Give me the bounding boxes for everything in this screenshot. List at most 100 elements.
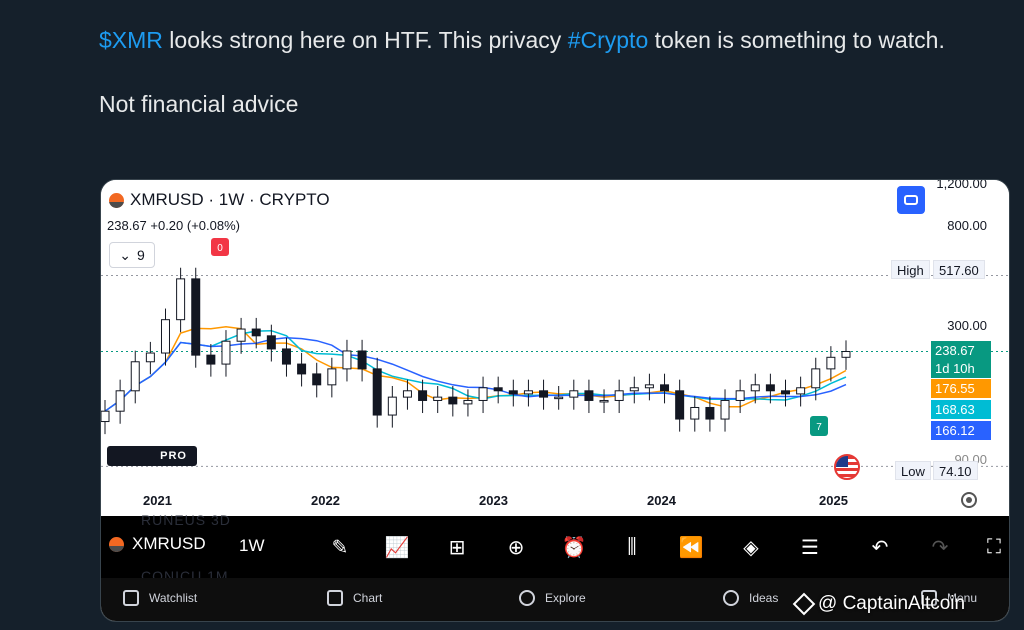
candle-body [463, 399, 473, 405]
chart-symbol-row[interactable]: XMRUSD · 1W · CRYPTO [109, 190, 330, 210]
cashtag-link[interactable]: $XMR [99, 27, 163, 53]
us-flag-icon[interactable] [834, 454, 860, 480]
nav-label: Watchlist [149, 591, 198, 605]
candle-body [130, 361, 140, 392]
monero-logo-icon [109, 192, 124, 208]
nav-chart[interactable]: Chart [327, 590, 382, 606]
candle-body [796, 387, 806, 395]
nav-watchlist[interactable]: Watchlist [123, 590, 197, 606]
candle-body [236, 328, 246, 342]
compass-icon [519, 590, 535, 606]
nav-menu[interactable]: Menu [921, 590, 977, 606]
candle-body [387, 396, 397, 416]
bottom-nav: Watchlist Chart Explore Ideas Menu [101, 578, 1009, 621]
candle-body [493, 387, 503, 392]
indicators-toggle-button[interactable]: ⌄ 9 [109, 242, 155, 268]
indicators-icon[interactable]: 📈 [384, 536, 410, 559]
toolbar-symbol-button[interactable]: XMRUSD [109, 534, 206, 554]
low-value: 74.10 [933, 461, 978, 480]
candle-body [101, 410, 110, 423]
candle-body [160, 319, 170, 354]
candle-body [765, 384, 775, 392]
tweet-text-part: token is something to watch. [648, 27, 945, 53]
nav-ideas[interactable]: Ideas [723, 590, 778, 606]
y-tick-label: 800.00 [947, 218, 987, 233]
chart-settings-gear-icon[interactable] [961, 492, 977, 508]
pencil-icon[interactable]: ✎ [331, 536, 349, 559]
candle-body [539, 390, 549, 398]
nav-label: Menu [947, 591, 978, 605]
candle-body [629, 387, 639, 392]
ma-orange-tag: 176.55 [931, 379, 991, 398]
candle-body [523, 390, 533, 395]
candle-body [418, 390, 428, 401]
candle-body [342, 350, 352, 370]
candle-body [690, 406, 700, 420]
layers-icon[interactable]: ◈ [743, 536, 759, 559]
candles-icon[interactable]: ⫼ [627, 535, 637, 558]
fullscreen-icon[interactable]: ⛶ [987, 535, 1001, 558]
candle-body [448, 396, 458, 405]
candle-body [750, 384, 760, 392]
candle-body [433, 396, 443, 401]
y-tick-label: 1,200.00 [936, 179, 987, 191]
bottom-marker-label: 7 [816, 422, 822, 433]
candle-body [554, 396, 564, 400]
redo-icon[interactable]: ↷ [931, 536, 949, 559]
candle-body [176, 278, 186, 321]
candle-body [644, 384, 654, 389]
ma-blue-line [104, 337, 847, 412]
pro-badge: PRO [160, 450, 187, 462]
high-label: High [891, 260, 930, 279]
candle-body [221, 340, 231, 365]
candle-body [735, 390, 745, 401]
high-value: 517.60 [933, 260, 985, 279]
plus-circle-icon[interactable]: ⊕ [507, 536, 525, 559]
hashtag-link[interactable]: #Crypto [567, 27, 649, 53]
chart-menu-button[interactable] [897, 186, 925, 214]
candle-body [508, 390, 518, 395]
candle-body [266, 335, 276, 350]
chart-icon [327, 590, 343, 606]
ma-blue-tag: 166.12 [931, 421, 991, 440]
candle-body [297, 363, 307, 375]
ghost-watchlist-row: RUNEUS 3D [141, 512, 231, 528]
watchlist-icon [123, 590, 139, 606]
top-marker [211, 238, 229, 256]
x-tick-label: 2021 [143, 493, 172, 508]
bottom-marker [810, 416, 828, 436]
candle-body [614, 390, 624, 401]
x-tick-label: 2024 [647, 493, 676, 508]
undo-icon[interactable]: ↶ [871, 536, 889, 559]
candle-body [145, 352, 155, 363]
candle-body [327, 368, 337, 386]
window-icon [904, 195, 918, 205]
candle-body [312, 373, 322, 386]
x-tick-label: 2025 [819, 493, 848, 508]
candle-body [115, 390, 125, 412]
captainaltcoin-watermark: @ CaptainAltcoin [792, 592, 966, 616]
x-tick-label: 2023 [479, 493, 508, 508]
bar-countdown-tag: 1d 10h [931, 359, 991, 378]
candle-body [811, 368, 821, 389]
alarm-icon[interactable]: ⏰ [561, 536, 587, 559]
nav-explore[interactable]: Explore [519, 590, 586, 606]
settings-sliders-icon[interactable]: ☰ [801, 536, 819, 559]
replay-icon[interactable]: ⏪ [678, 536, 704, 559]
tradingview-logo: PRO [107, 446, 197, 466]
candle-body [569, 390, 579, 398]
candle-body [826, 356, 836, 370]
indicator-count: 9 [136, 247, 145, 263]
tweet-text: $XMR looks strong here on HTF. This priv… [99, 24, 979, 152]
nav-label: Ideas [749, 591, 779, 605]
grid-icon[interactable]: ⊞ [448, 536, 466, 559]
candle-body [478, 387, 488, 401]
tweet-text-part: looks strong here on HTF. This privacy [162, 27, 568, 53]
nav-label: Explore [545, 591, 586, 605]
watermark-text: @ CaptainAltcoin [818, 593, 966, 614]
candle-body [675, 390, 685, 420]
x-tick-label: 2022 [311, 493, 340, 508]
interval-button[interactable]: 1W [239, 536, 265, 555]
